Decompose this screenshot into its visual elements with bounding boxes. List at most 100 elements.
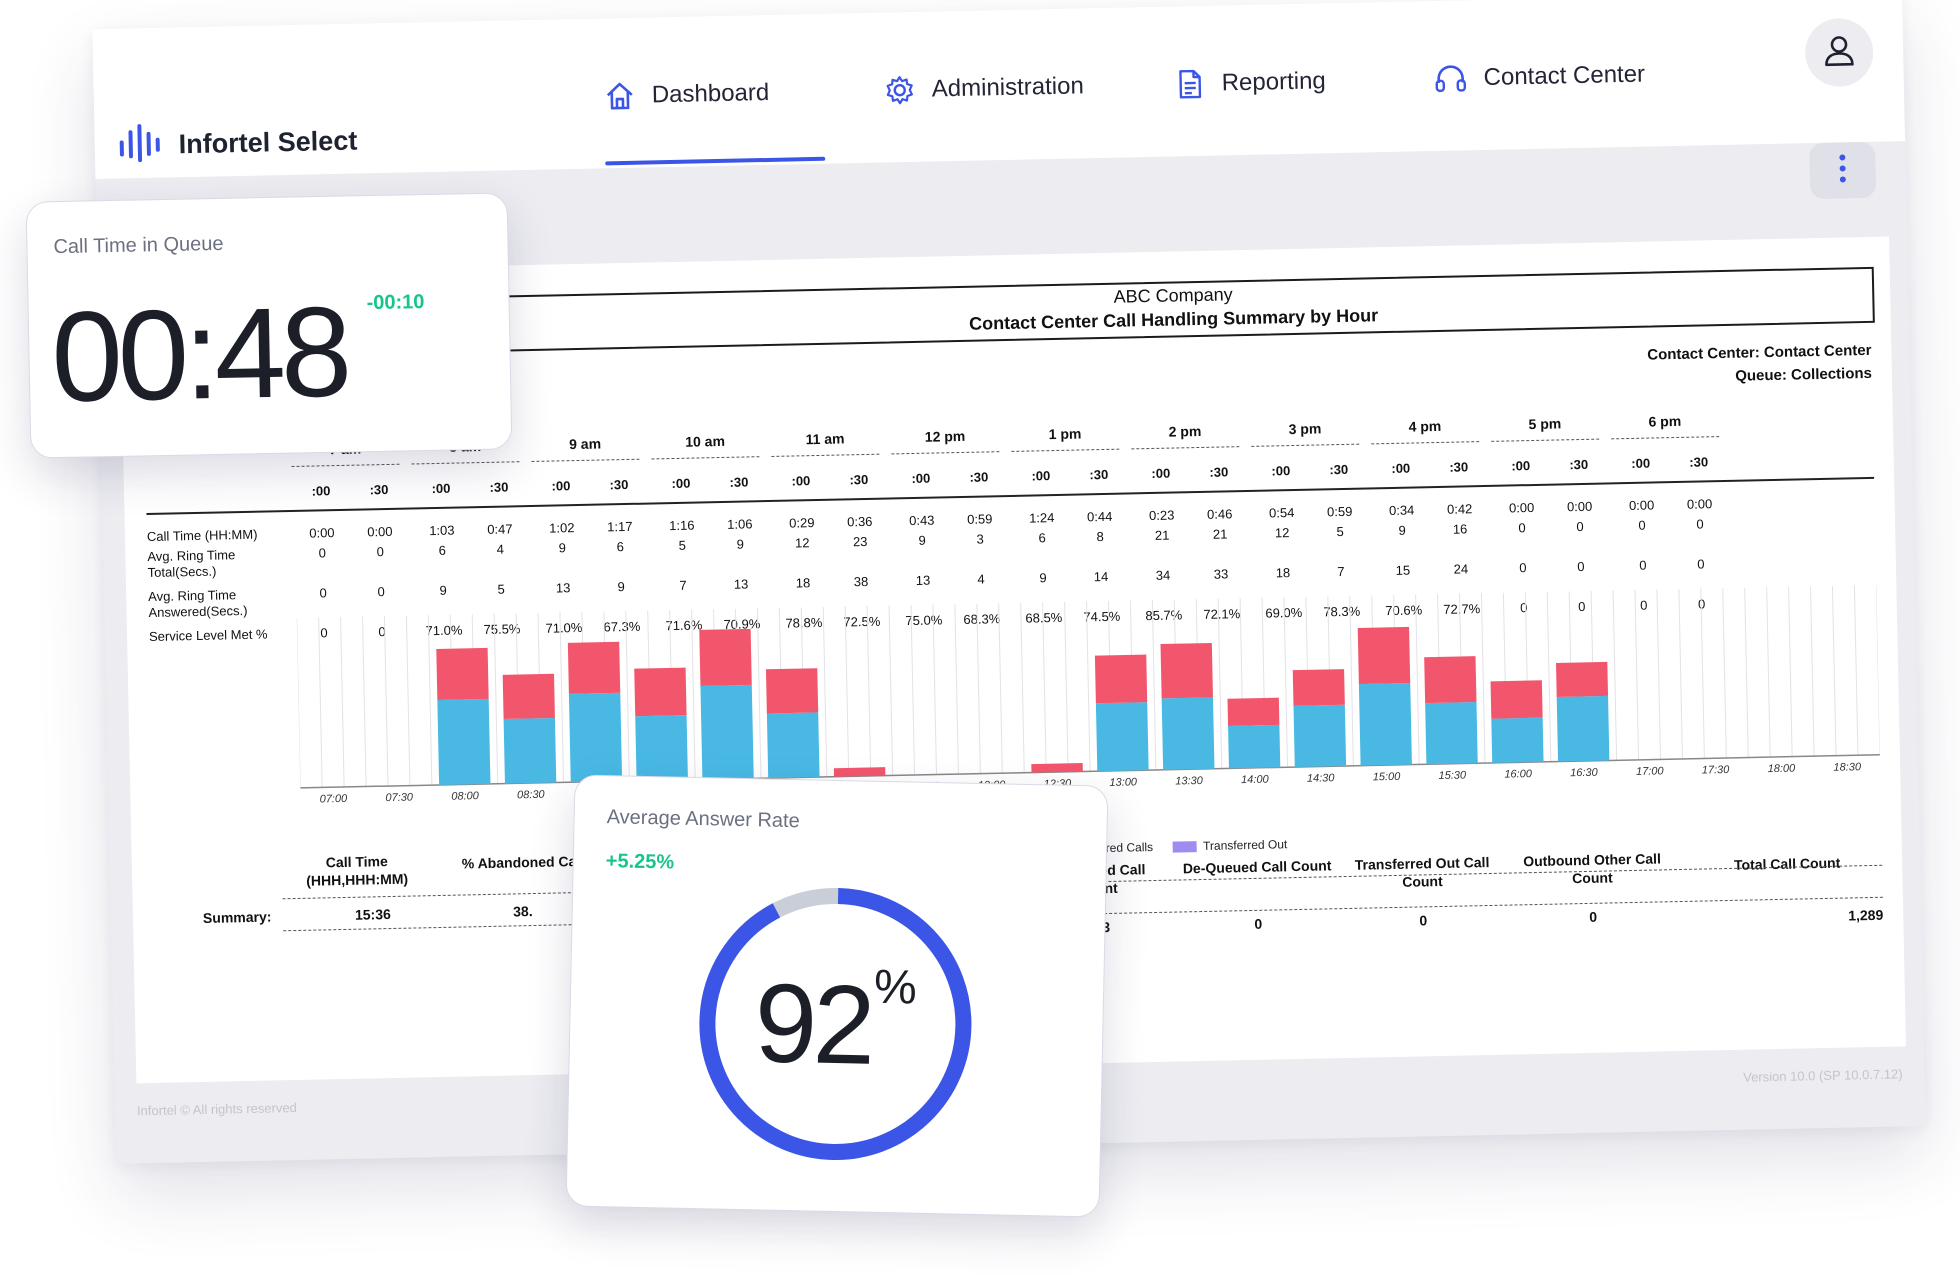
table-cell: 15 [1395, 562, 1411, 578]
table-cell: 4 [977, 571, 985, 587]
x-tick-label: 15:30 [1438, 769, 1467, 783]
table-cell: 0 [1576, 518, 1584, 535]
x-tick-label: 08:00 [451, 790, 479, 803]
nav-contact-center[interactable]: Contact Center [1433, 59, 1645, 95]
table-cell: 0 [1696, 516, 1704, 532]
table-cell: 1:03 [429, 522, 455, 539]
report-title-box: ABC Company Contact Center Call Handling… [471, 266, 1875, 353]
chart-gridline [822, 606, 828, 777]
table-cell: 9 [1398, 522, 1406, 538]
table-cell: 9 [918, 532, 926, 548]
bar-abandoned [1424, 656, 1477, 704]
nav-administration[interactable]: Administration [883, 70, 1084, 106]
table-cell: 0 [376, 544, 385, 560]
chart-gridline [1064, 601, 1069, 772]
table-cell: 0:00 [1628, 497, 1655, 513]
chart-gridline [1853, 585, 1859, 756]
table-cell: 3 [976, 531, 984, 547]
report-meta-queue: Queue: Collections [1735, 364, 1873, 385]
nav-reporting[interactable]: Reporting [1173, 65, 1326, 100]
summary-dequeued: 0 [1254, 915, 1263, 932]
chart-gridline [1700, 588, 1705, 759]
answer-card-title: Average Answer Rate [606, 806, 800, 833]
table-cell: 13 [555, 580, 571, 596]
row-label: Avg. Ring Time Total(Secs.) [147, 547, 236, 581]
chart-gridline [1612, 590, 1618, 761]
answer-rate-donut: 92% [687, 876, 983, 1172]
bar-abandoned [1227, 697, 1280, 726]
chart-gridline [910, 605, 916, 776]
x-tick-label: 08:30 [516, 788, 545, 802]
bar-answered [437, 698, 491, 785]
table-cell: 18 [1275, 565, 1291, 581]
chart-gridline [1480, 593, 1486, 764]
chart-gridline [756, 608, 762, 779]
table-cell: 34 [1155, 567, 1171, 583]
half-hour-header: :30 [609, 476, 629, 493]
answer-rate-delta: +5.25% [605, 850, 675, 874]
nav-dashboard[interactable]: Dashboard [604, 77, 770, 112]
chart-gridline [493, 613, 499, 784]
table-cell: 0:00 [309, 525, 335, 541]
table-cell: 0:54 [1268, 505, 1295, 521]
bar-abandoned [699, 628, 752, 686]
chart-gridline [932, 604, 937, 775]
summary-head-total: Total Call Count [1733, 854, 1841, 873]
answer-rate-value: 92% [687, 876, 983, 1172]
table-cell: 5 [678, 537, 687, 553]
bar-abandoned [1490, 680, 1543, 719]
chart-gridline [1283, 597, 1289, 768]
table-cell: 7 [679, 577, 687, 593]
half-hour-header: :00 [1031, 468, 1051, 484]
bar-answered [1293, 704, 1347, 768]
user-avatar-button[interactable] [1804, 17, 1874, 88]
report-meta: Contact Center: Contact Center Queue: Co… [1647, 339, 1872, 390]
hour-header: 1 pm [1010, 424, 1120, 452]
gear-icon [883, 74, 916, 107]
bar-answered [1161, 697, 1215, 770]
table-cell: 9 [439, 582, 447, 598]
hour-header: 9 am [530, 434, 640, 462]
table-cell: 21 [1212, 526, 1228, 542]
chart-gridline [405, 615, 411, 786]
table-cell: 0 [1638, 517, 1646, 533]
table-cell: 0 [1697, 556, 1705, 572]
bar-abandoned [1031, 762, 1083, 773]
legend-transferred-label: Transferred Out [1202, 837, 1288, 853]
chart-gridline [559, 612, 565, 783]
bar-abandoned [1094, 654, 1148, 704]
chart-gridline [844, 606, 850, 777]
call-time-in-queue-card: Call Time in Queue 00:48 -00:10 [25, 192, 513, 459]
half-hour-header: :30 [1329, 461, 1349, 478]
summary-outbound: 0 [1589, 908, 1598, 925]
x-tick-label: 14:30 [1306, 772, 1335, 785]
hour-header: 10 am [650, 432, 760, 460]
report-sheet: ABC Company Contact Center Call Handling… [119, 236, 1907, 1084]
table-cell: 0 [1518, 520, 1526, 536]
chart-gridline [362, 616, 367, 787]
table-cell: 9 [1039, 570, 1047, 586]
table-cell: 0:46 [1206, 506, 1233, 522]
bar-abandoned [1292, 669, 1345, 706]
row-label: Avg. Ring Time Answered(Secs.) [148, 587, 248, 621]
half-hour-header: :00 [1391, 460, 1411, 476]
hour-header: 12 pm [890, 427, 1000, 455]
user-icon [1822, 33, 1857, 73]
bar-answered [1358, 683, 1412, 766]
chart-gridline [691, 609, 696, 780]
legend-transferred-swatch [1172, 841, 1198, 853]
half-hour-header: :30 [1089, 466, 1109, 483]
bar-answered [1228, 724, 1281, 769]
app-logo[interactable]: Infortel Select [116, 116, 358, 172]
half-hour-header: :00 [671, 475, 691, 492]
x-tick-label: 13:00 [1109, 776, 1138, 789]
more-options-button[interactable] [1809, 141, 1877, 200]
chart-gridline [340, 616, 345, 787]
bar-answered [1491, 717, 1544, 763]
table-cell: 12 [794, 535, 810, 551]
hour-header: 2 pm [1130, 422, 1240, 450]
footer-copyright: Infortel © All rights reserved [136, 1100, 297, 1119]
bar-answered [1095, 702, 1149, 772]
table-cell: 21 [1154, 527, 1170, 543]
chart-gridline [1766, 587, 1771, 758]
